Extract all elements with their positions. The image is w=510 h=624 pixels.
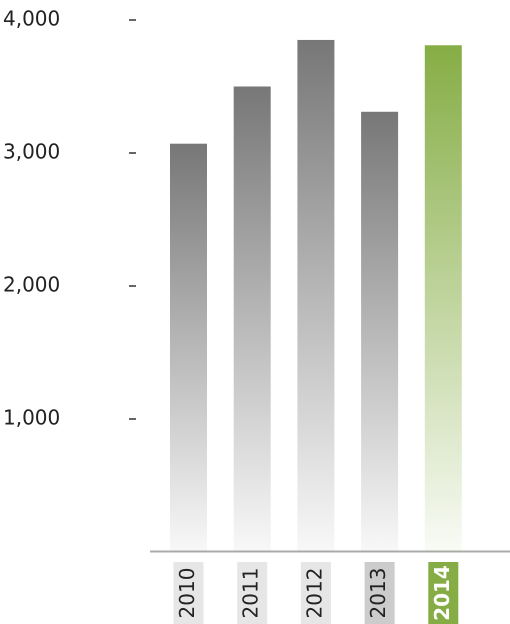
x-tick-label: 2013 <box>366 568 390 619</box>
x-label-box <box>428 562 459 624</box>
x-label-box <box>364 562 395 624</box>
bar <box>297 39 335 552</box>
x-label-box <box>237 562 268 624</box>
y-tick-label: 3,000 <box>3 140 60 164</box>
x-tick-label: 2010 <box>175 568 199 619</box>
x-tick-label: 2012 <box>302 568 326 619</box>
x-tick-label: 2011 <box>239 568 263 619</box>
x-tick-label: 2014 <box>430 565 454 621</box>
x-label-box <box>300 562 331 624</box>
bar <box>424 45 462 553</box>
bar <box>170 143 207 552</box>
x-label-box <box>173 562 204 624</box>
bar <box>233 86 271 552</box>
y-tick-label: 2,000 <box>3 273 60 297</box>
y-tick-label: 1,000 <box>3 406 60 430</box>
y-tick-label: 4,000 <box>3 7 60 31</box>
bar <box>361 111 399 553</box>
